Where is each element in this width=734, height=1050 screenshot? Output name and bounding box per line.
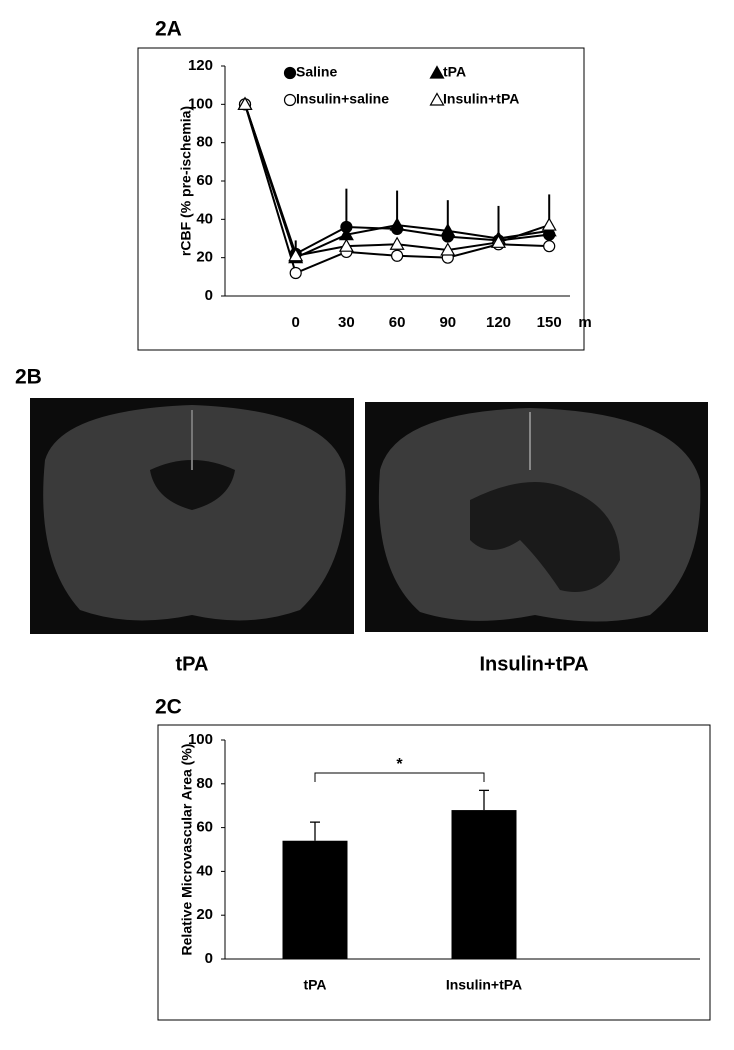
y-tick-label: 20 — [196, 249, 213, 266]
image-caption: Insulin+tPA — [479, 653, 588, 675]
brain-image — [30, 398, 354, 634]
panel-label: 2B — [15, 366, 42, 389]
marker — [543, 240, 556, 253]
marker — [440, 223, 456, 237]
marker — [338, 238, 354, 252]
marker — [541, 217, 557, 231]
y-tick-label: 80 — [196, 775, 213, 792]
significance-bracket — [314, 772, 485, 782]
bar — [451, 810, 517, 959]
legend-label: Saline — [296, 64, 337, 80]
y-tick-label: 0 — [205, 950, 213, 967]
x-tick-label: Insulin+tPA — [446, 977, 522, 993]
marker — [389, 236, 405, 250]
x-tick-label: 30 — [338, 314, 355, 331]
chart-title: 2C — [155, 696, 182, 719]
x-tick-label: tPA — [303, 977, 326, 993]
y-tick-label: 60 — [196, 819, 213, 836]
marker — [237, 96, 253, 110]
legend-label: Insulin+saline — [296, 91, 389, 107]
y-tick-label: 0 — [205, 287, 213, 304]
marker — [391, 249, 404, 262]
x-tick-label: 90 — [439, 314, 456, 331]
chart-title: 2A — [155, 18, 182, 41]
y-tick-label: 120 — [188, 57, 213, 74]
image-caption: tPA — [176, 653, 209, 675]
x-tick-label: 120 — [486, 314, 511, 331]
panel-a-frame — [137, 47, 585, 351]
y-axis-label: Relative Microvascular Area (%) — [179, 744, 195, 956]
panel-c-frame — [157, 724, 711, 1021]
marker — [283, 93, 297, 107]
y-tick-label: 60 — [196, 172, 213, 189]
y-tick-label: 40 — [196, 862, 213, 879]
brain-image — [365, 402, 708, 632]
marker — [389, 217, 405, 231]
marker — [490, 234, 507, 248]
marker — [440, 242, 456, 256]
y-tick-label: 20 — [196, 906, 213, 923]
marker — [288, 248, 304, 262]
x-tick-label: 0 — [292, 314, 300, 331]
marker — [429, 65, 445, 79]
x-tick-label: 60 — [389, 314, 406, 331]
legend-label: tPA — [443, 64, 466, 80]
marker — [429, 92, 445, 106]
y-tick-label: 100 — [188, 95, 213, 112]
marker — [289, 266, 302, 280]
bar — [282, 840, 348, 959]
x-tick-label: 150 — [537, 314, 562, 331]
y-axis-label: rCBF (% pre-ischemia) — [178, 106, 194, 256]
y-tick-label: 80 — [196, 134, 213, 151]
y-tick-label: 100 — [188, 731, 213, 748]
y-tick-label: 40 — [196, 210, 213, 227]
legend-label: Insulin+tPA — [443, 91, 519, 107]
significance-label: * — [396, 756, 403, 773]
marker — [283, 66, 297, 80]
x-axis-label: m — [578, 314, 591, 331]
